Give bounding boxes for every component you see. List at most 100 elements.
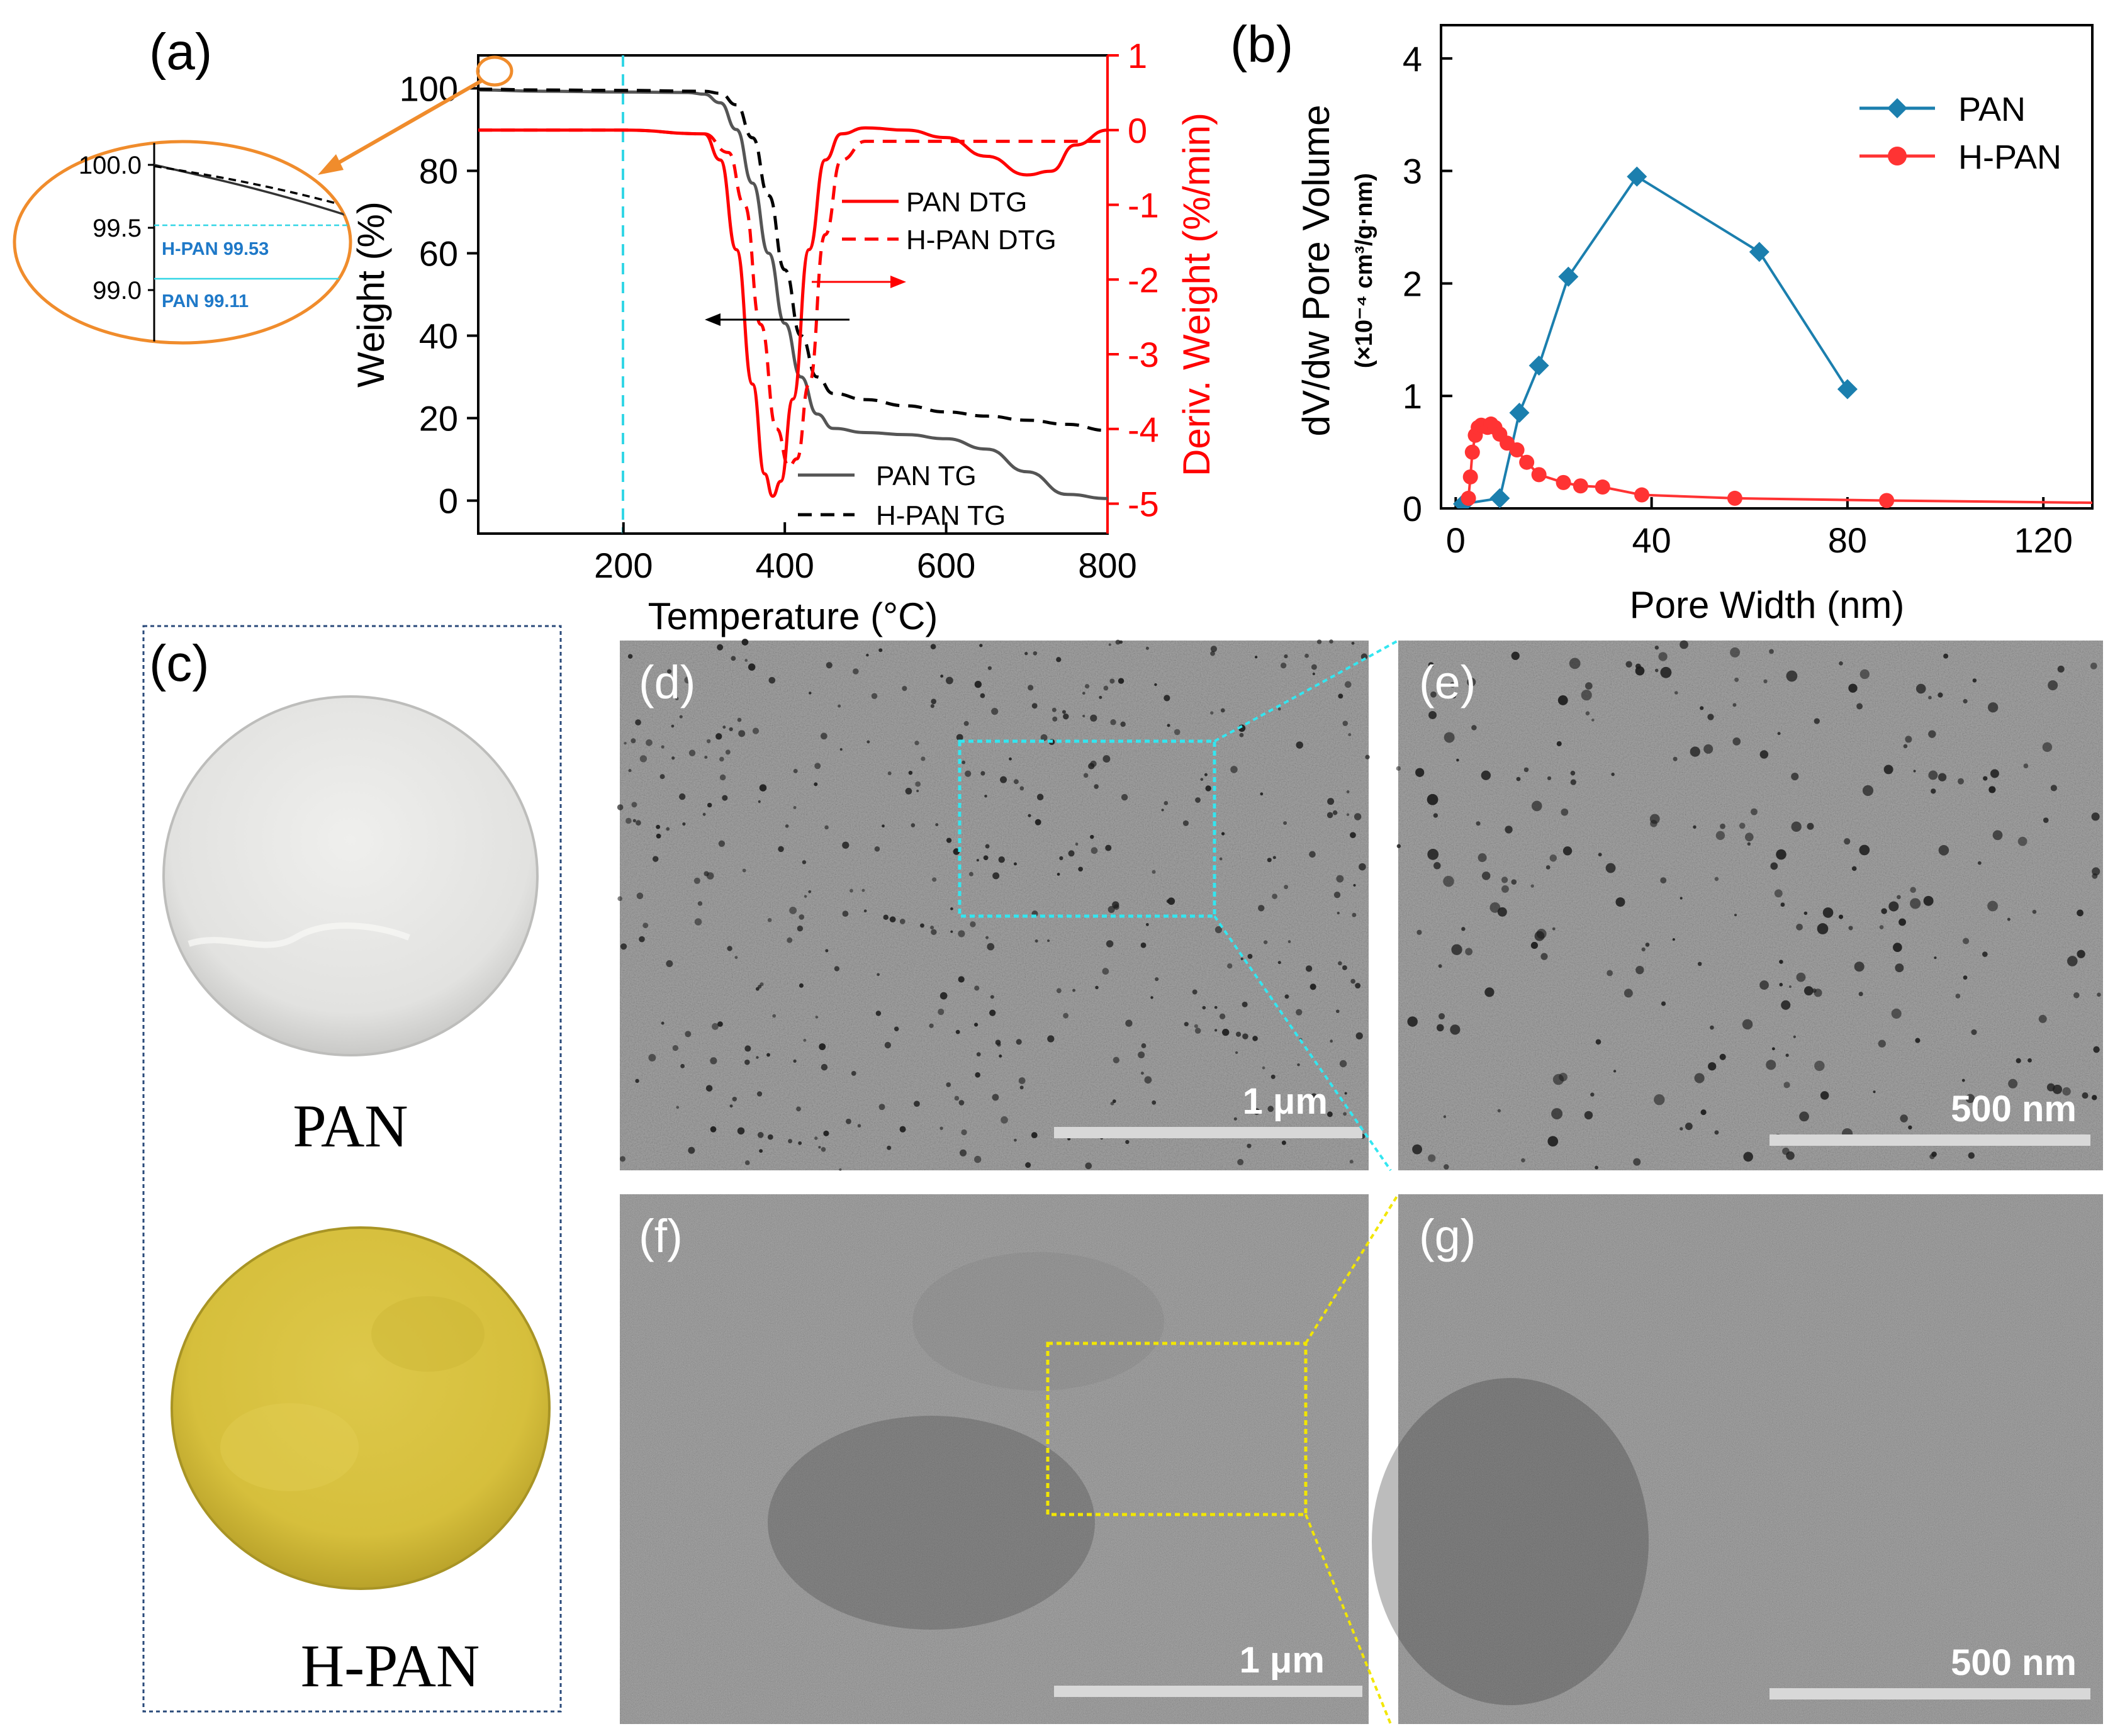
pore <box>1814 1060 1825 1072</box>
pore <box>1661 1001 1666 1006</box>
pore <box>1822 907 1834 918</box>
pore <box>666 960 673 968</box>
pore <box>1660 877 1667 884</box>
pore <box>1715 831 1725 841</box>
pore <box>1085 1162 1092 1170</box>
pore <box>1164 695 1170 702</box>
pore <box>2097 992 2101 997</box>
pore <box>877 973 880 977</box>
pore <box>839 748 843 751</box>
panel-e-sem: (e) 500 nm <box>1396 640 2103 1170</box>
legend-marker-pan <box>1887 98 1907 118</box>
pore <box>1145 923 1149 926</box>
pore <box>1685 1123 1693 1130</box>
pore <box>799 914 805 920</box>
pore <box>797 925 804 932</box>
pore <box>1182 820 1189 826</box>
pore <box>1125 1140 1130 1145</box>
pore <box>704 871 709 876</box>
hpan-membrane-disc <box>171 1226 551 1590</box>
pore <box>1759 980 1769 990</box>
pore <box>980 693 985 698</box>
pore <box>958 976 965 983</box>
pore <box>719 756 724 762</box>
pore <box>1581 690 1592 701</box>
pore <box>914 1100 920 1107</box>
pore <box>857 1124 861 1128</box>
pore <box>940 675 944 678</box>
pore <box>732 1097 738 1102</box>
ytick-label-a: 40 <box>419 316 458 356</box>
pore <box>675 697 679 700</box>
point-h-pan <box>1461 490 1476 506</box>
pore <box>1192 989 1197 995</box>
point-h-pan <box>1573 478 1588 494</box>
pore <box>1900 1114 1908 1123</box>
ylabel-b: dV/dw Pore Volume <box>1295 105 1337 437</box>
pore <box>931 698 937 705</box>
pore <box>989 1009 996 1016</box>
pore <box>1167 724 1170 727</box>
pore <box>1200 778 1204 781</box>
pore <box>1766 1060 1776 1070</box>
pore <box>1349 1160 1354 1164</box>
pore <box>788 1139 792 1143</box>
pore <box>1018 1077 1026 1084</box>
pore <box>1272 893 1277 899</box>
pore <box>1734 677 1739 682</box>
pore <box>1720 823 1725 829</box>
pore <box>814 1136 818 1140</box>
pore <box>767 1134 773 1140</box>
xtick-label-b: 120 <box>2014 520 2072 560</box>
pore <box>759 784 767 792</box>
legend-pan-tg: PAN TG <box>876 461 977 491</box>
pore <box>1759 750 1769 759</box>
pore <box>1000 776 1007 783</box>
pore <box>719 774 726 781</box>
pore <box>1110 1102 1114 1106</box>
pore <box>1396 766 1401 771</box>
pore <box>908 770 913 775</box>
pore <box>1511 651 1520 660</box>
pore <box>883 914 889 921</box>
pore <box>990 995 994 999</box>
pore <box>939 1126 943 1130</box>
pore <box>1105 844 1112 851</box>
hpan-photo-label: H-PAN <box>301 1632 480 1700</box>
xtick-label-a: 800 <box>1078 546 1136 585</box>
pore <box>1570 770 1576 776</box>
pore <box>1928 695 1932 700</box>
pore <box>963 720 969 726</box>
pore <box>1304 653 1309 658</box>
pore <box>1793 1035 1797 1038</box>
pore <box>1635 965 1644 975</box>
pore <box>1791 772 1799 781</box>
pore <box>1796 972 1806 982</box>
pore <box>1481 770 1491 780</box>
pore <box>1897 895 1901 900</box>
pore <box>1035 819 1041 826</box>
pore <box>1267 1106 1274 1112</box>
pore <box>1350 832 1356 839</box>
pore <box>1913 770 1916 773</box>
pore <box>1009 757 1012 761</box>
pore <box>1214 926 1222 934</box>
pores-e <box>1396 640 2101 1170</box>
pore <box>871 693 878 699</box>
pore <box>1078 866 1083 872</box>
zoom-line-d-bottom <box>1213 915 1392 1172</box>
pan-photo-label: PAN <box>293 1092 408 1160</box>
pore <box>648 1054 656 1061</box>
pore <box>1252 1036 1258 1041</box>
pore <box>1883 764 1893 775</box>
pore <box>809 692 812 695</box>
pore <box>729 1104 733 1108</box>
pore <box>1934 956 1937 960</box>
pore <box>1240 957 1243 960</box>
pore <box>617 896 622 902</box>
pore <box>1235 1051 1238 1055</box>
pore <box>1779 983 1783 987</box>
panel-label-c: (c) <box>149 635 210 692</box>
pore <box>965 770 972 777</box>
pore <box>2043 817 2049 823</box>
